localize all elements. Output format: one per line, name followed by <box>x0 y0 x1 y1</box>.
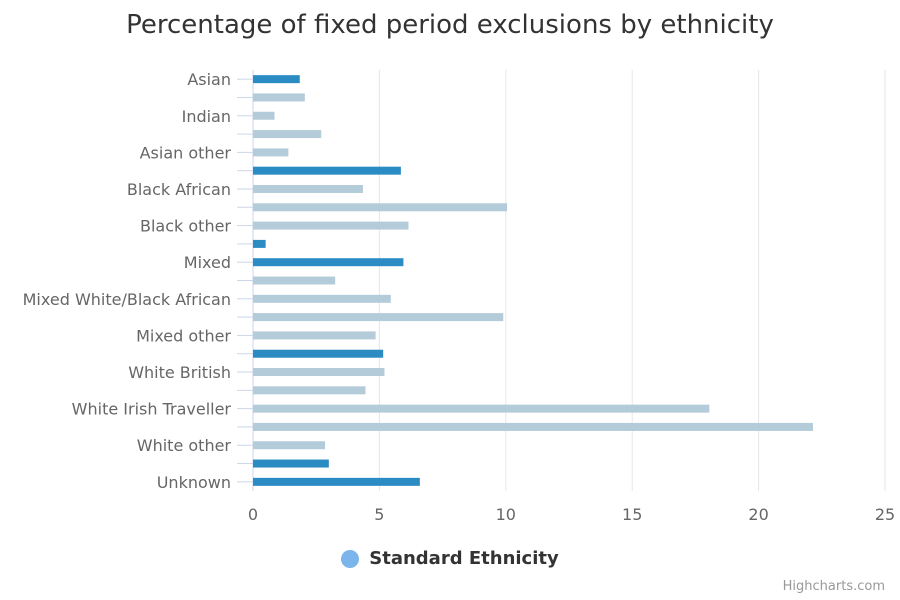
bar <box>253 166 401 175</box>
bar <box>253 422 813 431</box>
bar <box>253 148 289 157</box>
category-label: Black other <box>140 217 231 236</box>
bar <box>253 331 376 340</box>
bar <box>253 221 409 230</box>
credits-link[interactable]: Highcharts.com <box>782 579 885 594</box>
x-axis-tick-label: 0 <box>248 505 258 524</box>
legend-marker <box>341 549 360 568</box>
category-label: Unknown <box>157 473 231 492</box>
bar <box>253 459 329 468</box>
category-label: White British <box>128 363 231 382</box>
bar <box>253 93 305 102</box>
x-axis-tick-label: 20 <box>748 505 768 524</box>
legend: Standard Ethnicity <box>0 548 900 573</box>
category-label: Asian other <box>140 143 232 162</box>
x-axis-tick-label: 25 <box>875 505 895 524</box>
category-label: Mixed White/Black African <box>23 290 231 309</box>
category-label: White Irish Traveller <box>72 400 232 419</box>
category-label: White other <box>137 436 232 455</box>
bar <box>253 294 391 303</box>
bar <box>253 441 326 450</box>
bar <box>253 239 266 248</box>
category-label: Mixed <box>184 253 231 272</box>
bar <box>253 386 366 395</box>
x-axis-tick-label: 5 <box>374 505 384 524</box>
bar <box>253 276 336 285</box>
x-axis-tick-label: 15 <box>622 505 642 524</box>
bar <box>253 258 404 267</box>
bar <box>253 349 384 358</box>
chart-title: Percentage of fixed period exclusions by… <box>126 10 774 40</box>
legend-item-standard-ethnicity[interactable]: Standard Ethnicity <box>341 548 559 569</box>
bar <box>253 404 710 413</box>
bar <box>253 477 420 486</box>
bar <box>253 130 322 139</box>
category-label: Asian <box>187 70 231 89</box>
category-label: Black African <box>127 180 231 199</box>
category-label: Mixed other <box>136 326 231 345</box>
legend-label: Standard Ethnicity <box>369 548 559 569</box>
bar <box>253 75 300 84</box>
bar <box>253 203 508 212</box>
bar <box>253 368 385 377</box>
bar <box>253 111 275 120</box>
x-axis-tick-label: 10 <box>496 505 516 524</box>
category-label: Indian <box>182 107 231 126</box>
bar <box>253 184 363 193</box>
bar <box>253 313 504 322</box>
